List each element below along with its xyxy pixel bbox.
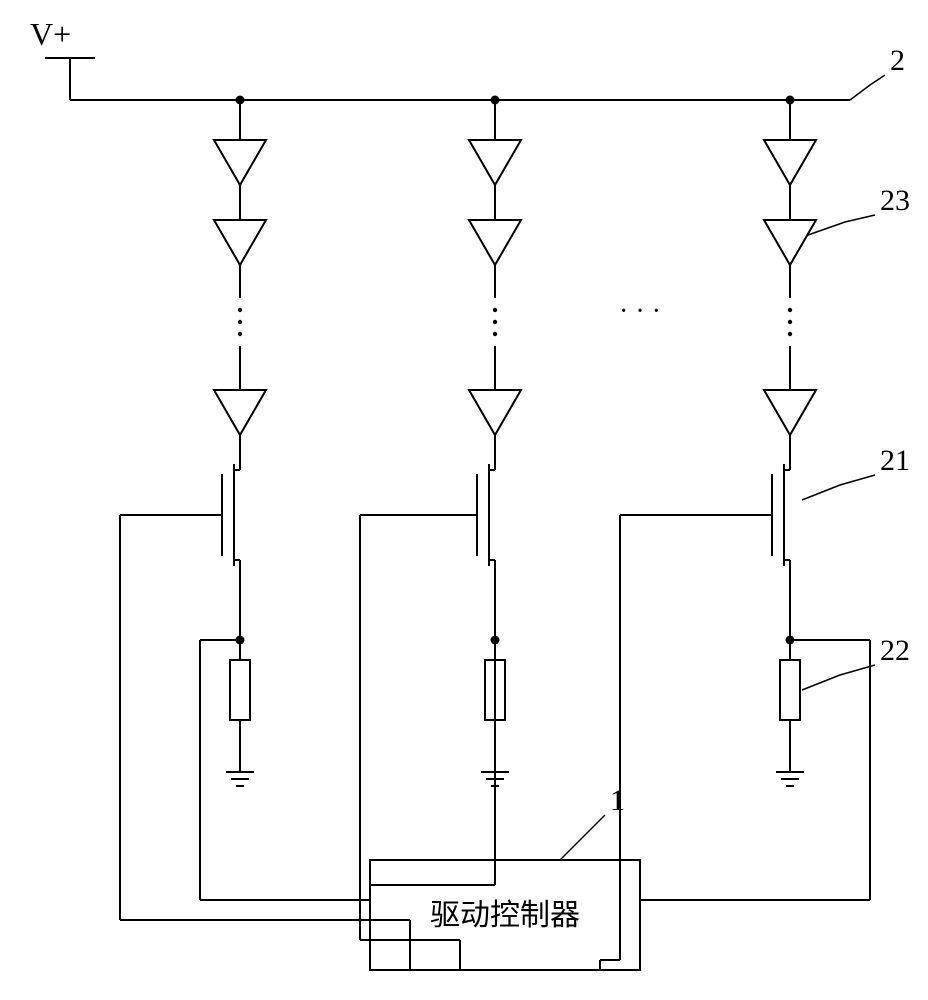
callout-23: 23	[808, 184, 910, 235]
callout-22: 22	[802, 634, 910, 690]
svg-text:· · ·: · · ·	[619, 296, 661, 327]
callout-2: 2	[850, 44, 905, 100]
v-plus-terminal: V+	[30, 16, 95, 100]
callout-23-text: 23	[880, 184, 910, 217]
v-plus-label: V+	[30, 16, 71, 52]
callout-22-text: 22	[880, 634, 910, 667]
callout-1-text: 1	[610, 784, 625, 817]
callout-21: 21	[802, 444, 910, 500]
callout-2-text: 2	[890, 44, 905, 77]
drive-controller-label: 驱动控制器	[430, 899, 580, 932]
callout-1: 1	[560, 784, 625, 860]
callout-21-text: 21	[880, 444, 910, 477]
branch-2	[420, 96, 521, 787]
branch-3	[715, 96, 816, 787]
columns-ellipsis: · · ·	[619, 296, 661, 327]
branch-1	[165, 96, 266, 787]
gate-drive-wires	[120, 515, 715, 970]
